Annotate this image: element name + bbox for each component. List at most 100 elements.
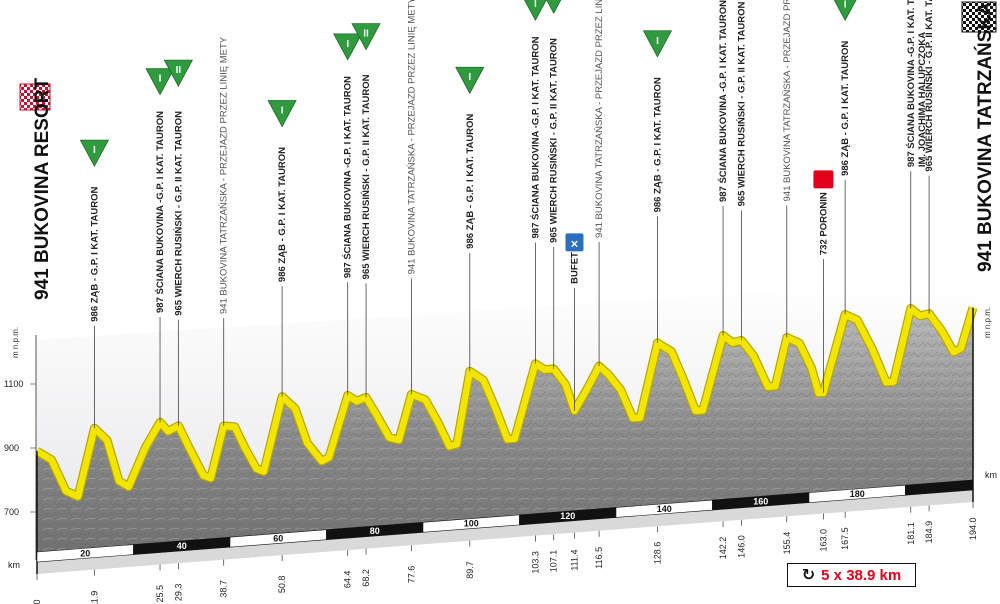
climb-badge-label: I: [159, 74, 162, 85]
waypoint-label: 732 PORONIN: [818, 192, 829, 255]
feed-zone-glyph: ✕: [570, 239, 578, 250]
laps-label: 5 x 38.9 km: [821, 566, 902, 584]
km-mark-label: 89.7: [465, 561, 475, 579]
climb-cat1-badge: [833, 0, 857, 22]
climb-cat2-badge: [546, 0, 562, 15]
scale-tick-label: 80: [370, 526, 380, 536]
waypoint-label: 965 WIERCH RUSIŃSKI - G.P. II KAT. TAURO…: [361, 74, 372, 279]
x-axis-unit-left: km: [8, 560, 20, 570]
climb-cat1-badge: [145, 68, 175, 96]
waypoint-label: 965 WIERCH RUSIŃSKI - G.P. II KAT. TAURO…: [736, 1, 747, 206]
km-mark-label: 77.6: [406, 566, 416, 584]
finish-flag: [961, 1, 997, 33]
km-mark-label: 194.0: [968, 517, 978, 540]
waypoints-layer: 986 ZĄB - G.P. I KAT. TAURON I 987 ŚCIANA …: [79, 0, 935, 429]
climb-badge-label: II: [363, 29, 369, 40]
km-mark-label: 146.0: [736, 535, 746, 558]
scale-tick-label: 100: [464, 519, 479, 529]
km-mark-label: 111.4: [569, 549, 579, 570]
waypoint-label: 986 ZĄB - G.P. I KAT. TAURON: [652, 77, 663, 212]
laps-info-box: ↻ 5 x 38.9 km: [787, 563, 916, 587]
km-mark-label: 167.5: [840, 527, 850, 550]
distance-scale-bar: 20 40 60 80 100 120 140 160 180: [36, 479, 974, 563]
climb-badge-label: I: [281, 105, 284, 116]
scale-tick-label: 20: [80, 548, 90, 558]
climb-badge-label: I: [93, 145, 96, 156]
waypoint-label-secondary: IM. JOACHIMA HALUPCZOKA: [917, 32, 928, 167]
climb-badge-label: II: [176, 65, 182, 76]
waypoint-label: 986 ZĄB - G.P. I KAT. TAURON: [277, 147, 288, 282]
climb-badge-label: I: [534, 0, 537, 10]
km-mark-label: 38.7: [219, 580, 229, 598]
y-unit-left: m n.p.m.: [11, 327, 20, 358]
y-axis: 700 900 1100: [4, 335, 37, 560]
profile-line: [35, 305, 977, 500]
scale-tick-label: 60: [273, 533, 283, 543]
waypoint-label: 986 ZĄB - G.P. I KAT. TAURON: [89, 186, 100, 321]
km-mark-label: 103.3: [530, 551, 540, 574]
climb-badge-label: II: [551, 0, 557, 3]
waypoint-label: 965 WIERCH RUSIŃSKI - G.P. II KAT. TAURO…: [924, 0, 935, 172]
scale-tick-label: 160: [753, 496, 768, 506]
km-mark-label: 128.6: [652, 542, 662, 565]
km-markers: 0.0 11.9 25.5 29.3 38.7 50.8 64.4 68.2 77.6 89.7 1…: [32, 502, 978, 604]
finish-marker: 941 BUKOVINA TATRZAŃSKA: [961, 1, 997, 272]
x-axis-unit-right: km: [985, 470, 997, 480]
scale-tick-label: 120: [560, 511, 575, 521]
climb-cat1-badge: [267, 100, 297, 128]
y-tick-label: 900: [4, 443, 19, 453]
climb-cat1-badge: [333, 33, 363, 61]
climb-badge-label: I: [656, 36, 659, 47]
climb-badge-label: I: [346, 39, 349, 50]
waypoint-label: 941 BUKOVINA TATRZAŃSKA - PRZEJAZD PRZEZ…: [782, 0, 793, 201]
waypoint-label: 987 ŚCIANA BUKOVINA -G.P. I KAT. TAURON: [154, 111, 166, 313]
waypoint-label: 987 ŚCIANA BUKOVINA -G.P. I KAT. TAURON: [342, 76, 354, 278]
start-marker: 941 BUKOVINA RESORT: [19, 78, 53, 300]
base-strip: [37, 490, 973, 574]
climb-cat1-badge: [455, 66, 485, 95]
y-tick-label: 700: [4, 507, 19, 517]
waypoint-label: 965 WIERCH RUSIŃSKI - G.P. II KAT. TAURO…: [173, 111, 184, 316]
waypoint-label: 987 ŚCIANA BUKOVINA -G.P. I KAT. TAURON: [529, 36, 541, 238]
waypoint-label: 941 BUKOVINA TATRZAŃSKA - PRZEJAZD PRZEZ…: [219, 36, 230, 314]
climb-cat1-badge: [79, 139, 110, 167]
waypoint-label: 965 WIERCH RUSIŃSKI - G.P. II KAT. TAURO…: [549, 38, 560, 243]
climb-cat2-badge: [351, 23, 381, 51]
finish-label: 941 BUKOVINA TATRZAŃSKA: [974, 2, 996, 272]
km-mark-label: 155.4: [782, 532, 792, 555]
start-flag: [19, 83, 51, 111]
climb-badge-label: I: [844, 0, 847, 10]
waypoint-label: 941 BUKOVINA TATRZAŃSKA - PRZEJAZD PRZEZ…: [594, 0, 605, 238]
waypoint-label: 986 ZĄB - G.P. I KAT. TAURON: [840, 41, 851, 176]
waypoint-label: 941 BUKOVINA TATRZAŃSKA - PRZEJAZD PRZEZ…: [406, 0, 417, 274]
scale-tick-label: 140: [657, 504, 672, 514]
km-mark-label: 107.1: [549, 550, 559, 573]
km-mark-label: 25.5: [155, 585, 165, 603]
climb-cat1-badge: [524, 0, 547, 22]
scale-segment: [905, 479, 974, 496]
climb-badge-label: I: [468, 72, 471, 83]
km-mark-label: 29.3: [173, 584, 183, 602]
scale-tick-label: 180: [850, 489, 865, 499]
km-mark-label: 50.8: [277, 576, 287, 594]
y-tick-label: 1100: [4, 379, 23, 389]
km-mark-label: 68.2: [361, 569, 371, 587]
waypoint-label: BUFET: [569, 252, 580, 284]
km-mark-label: 64.4: [343, 571, 353, 589]
climb-cat1-badge: [642, 30, 673, 58]
sprint-badge: [813, 170, 834, 189]
feed-zone-icon: [565, 233, 584, 252]
km-mark-label: 184.9: [924, 521, 934, 544]
loop-arrow-icon: ↻: [801, 565, 816, 584]
km-mark-label: 116.5: [594, 547, 604, 569]
km-mark-label: 142.2: [718, 537, 728, 560]
waypoint-label: 986 ZĄB - G.P. I KAT. TAURON: [465, 114, 476, 249]
km-mark-label: 11.9: [89, 591, 99, 604]
start-label: 941 BUKOVINA RESORT: [32, 78, 53, 300]
km-mark-label: 181.1: [906, 522, 916, 545]
waypoint-label: 987 ŚCIANA BUKOVINA -G.P. I KAT. TAURON: [717, 0, 729, 202]
climb-cat2-badge: [163, 59, 194, 87]
waypoint-label: 987 ŚCIANA BUKOVINA -G.P. I KAT. TAURON: [905, 0, 917, 167]
y-unit-right: m n.p.m.: [983, 307, 992, 338]
